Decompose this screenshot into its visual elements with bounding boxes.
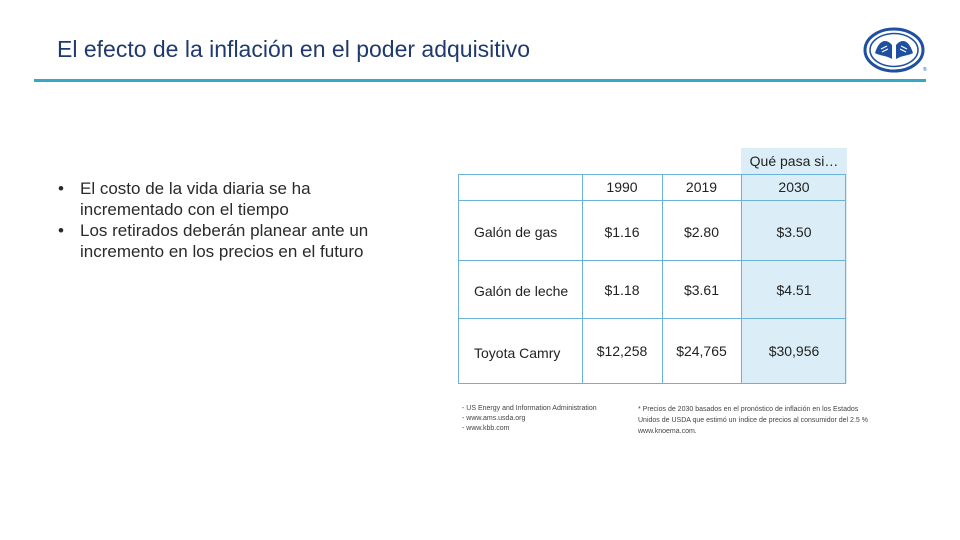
table-divider xyxy=(458,200,846,201)
bullet-item: El costo de la vida diaria se ha increme… xyxy=(56,178,416,220)
cell-gas-1990: $1.16 xyxy=(604,224,640,240)
cell-camry-2030: $30,956 xyxy=(768,343,820,359)
bullet-item: Los retirados deberán planear ante un in… xyxy=(56,220,416,262)
row-label-camry: Toyota Camry xyxy=(474,345,561,361)
source-line: - US Energy and Information Administrati… xyxy=(462,405,597,412)
forecast-column-highlight xyxy=(741,174,847,384)
source-line: - www.kbb.com xyxy=(462,425,510,432)
row-label-gas: Galón de gas xyxy=(474,224,558,240)
cell-gas-2019: $2.80 xyxy=(683,224,720,240)
header-2030: 2030 xyxy=(778,179,810,195)
table-divider xyxy=(741,174,742,384)
table-divider xyxy=(458,260,846,261)
header-2019: 2019 xyxy=(685,179,718,195)
price-table xyxy=(458,174,846,384)
allstate-hands-logo-icon: ® xyxy=(863,27,927,73)
table-divider xyxy=(458,318,846,319)
cell-milk-2019: $3.61 xyxy=(683,282,720,298)
header-1990: 1990 xyxy=(606,179,638,195)
table-divider xyxy=(662,174,663,384)
cell-camry-2019: $24,765 xyxy=(676,343,727,359)
source-list: - US Energy and Information Administrati… xyxy=(462,404,597,434)
cell-milk-2030: $4.51 xyxy=(776,282,812,298)
bullet-list: El costo de la vida diaria se ha increme… xyxy=(56,178,416,262)
cell-milk-1990: $1.18 xyxy=(604,282,640,298)
slide-title: El efecto de la inflación en el poder ad… xyxy=(57,36,531,62)
cell-gas-2030: $3.50 xyxy=(776,224,812,240)
source-line: - www.ams.usda.org xyxy=(462,415,526,422)
footnote: * Precios de 2030 basados en el pronósti… xyxy=(638,406,868,435)
table-divider xyxy=(582,174,583,384)
what-if-label: Qué pasa si… xyxy=(741,148,847,175)
row-label-milk: Galón de leche xyxy=(474,283,569,299)
title-divider xyxy=(34,79,926,82)
svg-text:®: ® xyxy=(923,66,927,73)
cell-camry-1990: $12,258 xyxy=(596,343,648,359)
